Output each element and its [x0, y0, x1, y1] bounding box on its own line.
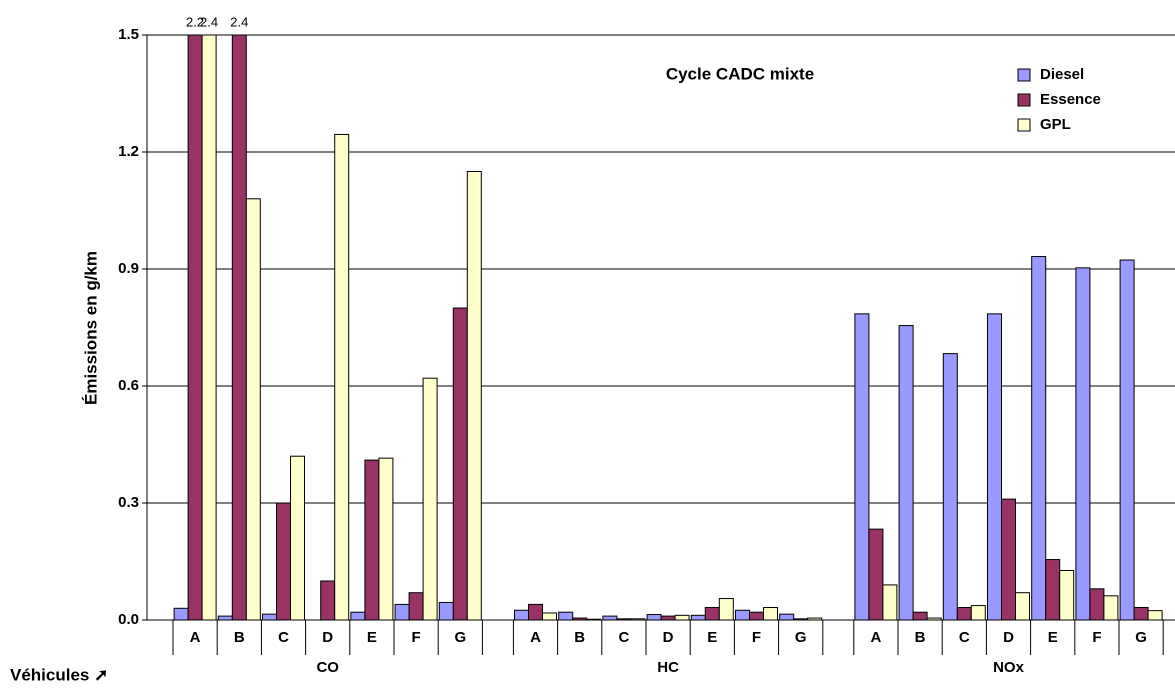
bar — [956, 607, 972, 621]
bar — [378, 457, 394, 621]
bar — [350, 611, 366, 621]
bar — [987, 313, 1002, 621]
value-label: 2.4 — [230, 14, 248, 29]
bar — [217, 615, 233, 621]
bar — [276, 502, 291, 621]
x-tick-label: C — [959, 629, 970, 646]
bar — [187, 34, 203, 621]
bar — [735, 609, 750, 621]
x-tick-label: D — [663, 629, 674, 646]
bar — [912, 611, 928, 621]
chart-title: Cycle CADC mixte — [666, 64, 814, 83]
x-tick-label: E — [367, 629, 377, 646]
bar — [1133, 607, 1149, 621]
bar — [660, 615, 676, 621]
bar — [602, 615, 618, 621]
legend-swatch — [1017, 93, 1031, 107]
bar — [1119, 259, 1135, 621]
bar — [1103, 595, 1119, 621]
group-label: CO — [316, 659, 339, 676]
bar — [763, 607, 778, 621]
x-tick-label: B — [915, 629, 926, 646]
bar — [718, 598, 734, 621]
x-tick-label: F — [1092, 629, 1101, 646]
y-tick-label: 1.2 — [118, 143, 139, 160]
bar — [1089, 588, 1105, 621]
x-tick-label: A — [870, 629, 881, 646]
bar — [868, 528, 884, 621]
bar — [528, 603, 543, 621]
bar — [245, 198, 261, 621]
bar — [290, 455, 305, 621]
y-tick-label: 0.6 — [118, 377, 139, 394]
y-axis-label: Émissions en g/km — [81, 251, 100, 405]
bar — [1059, 569, 1075, 621]
group-label: HC — [657, 659, 679, 676]
x-tick-label: A — [190, 629, 201, 646]
bar — [646, 614, 662, 621]
bar — [452, 307, 468, 621]
bar — [173, 607, 189, 621]
bar — [779, 613, 795, 621]
bar — [1075, 267, 1091, 621]
legend-label: Essence — [1040, 91, 1101, 108]
y-tick-label: 0.9 — [118, 260, 139, 277]
x-tick-label: G — [454, 629, 466, 646]
bar — [364, 459, 380, 621]
bar — [408, 592, 424, 621]
bar — [466, 171, 482, 621]
bar — [262, 613, 277, 621]
x-tick-label: G — [795, 629, 807, 646]
legend-label: GPL — [1040, 116, 1071, 133]
bar — [542, 612, 557, 621]
bar — [690, 614, 706, 621]
bar — [514, 609, 529, 621]
bar — [422, 377, 438, 621]
bar — [1045, 559, 1061, 621]
legend-label: Diesel — [1040, 66, 1084, 83]
bar — [1001, 498, 1016, 621]
bar — [749, 611, 764, 621]
bar — [704, 607, 720, 621]
bar — [394, 603, 410, 621]
x-tick-label: F — [412, 629, 421, 646]
bar — [320, 580, 336, 621]
x-tick-label: B — [574, 629, 585, 646]
bar — [1147, 610, 1163, 621]
value-label: 2.4 — [200, 14, 218, 29]
value-label: 2.2 — [186, 14, 204, 29]
bar — [334, 133, 350, 621]
x-tick-label: E — [707, 629, 717, 646]
bar — [231, 34, 247, 621]
x-tick-label: B — [234, 629, 245, 646]
bar — [438, 601, 454, 621]
bar — [854, 313, 870, 621]
bar — [942, 353, 958, 621]
y-tick-label: 0.3 — [118, 494, 139, 511]
y-tick-label: 0.0 — [118, 611, 139, 628]
x-tick-label: F — [752, 629, 761, 646]
x-tick-label: G — [1135, 629, 1147, 646]
legend-swatch — [1017, 68, 1031, 82]
bar — [882, 584, 898, 621]
group-label: NOx — [993, 659, 1025, 676]
x-axis-note: Véhicules ➚ — [10, 665, 108, 684]
x-tick-label: D — [322, 629, 333, 646]
bar — [1031, 256, 1047, 621]
bar — [970, 605, 986, 621]
x-tick-label: A — [530, 629, 541, 646]
bar — [201, 34, 217, 621]
y-tick-label: 1.5 — [118, 26, 139, 43]
x-tick-label: C — [618, 629, 629, 646]
bar — [674, 614, 690, 621]
bar — [558, 611, 574, 621]
x-tick-label: D — [1003, 629, 1014, 646]
legend-swatch — [1017, 118, 1031, 132]
x-tick-label: E — [1048, 629, 1058, 646]
bar — [1015, 592, 1030, 621]
bar — [898, 325, 914, 621]
x-tick-label: C — [278, 629, 289, 646]
